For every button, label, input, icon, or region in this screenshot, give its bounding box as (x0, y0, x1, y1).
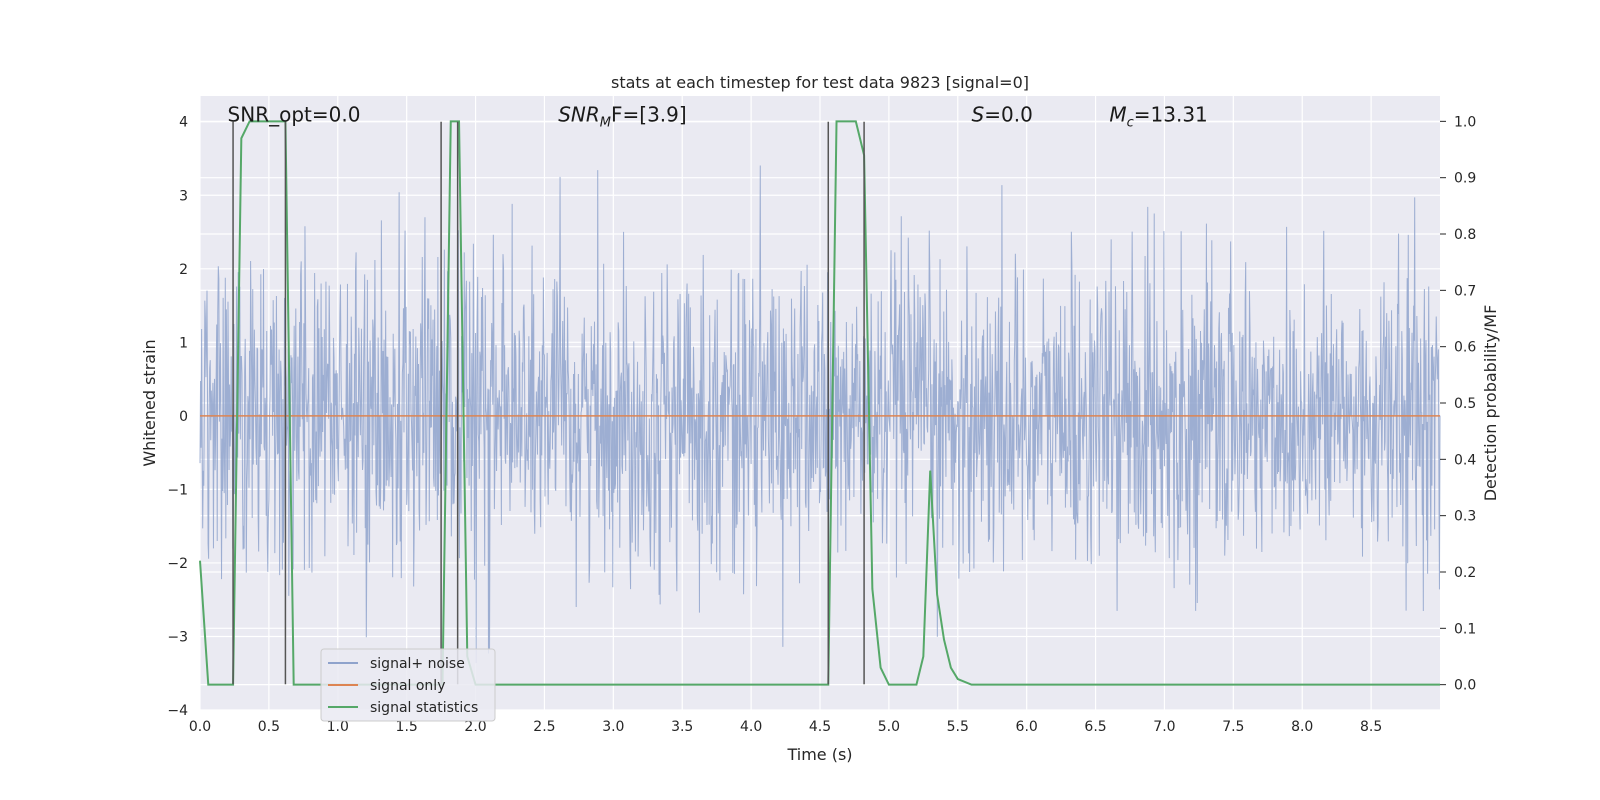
y-tick-label: 3 (179, 188, 188, 204)
annotation-snr-opt: SNR_opt=0.0 (228, 103, 361, 127)
annotation-s-value: S=0.0 (972, 103, 1033, 127)
annotations: SNR_opt=0.0 SNRMF=[3.9] S=0.0 Mc=13.31 (228, 103, 1208, 131)
x-axis-title: Time (s) (786, 745, 852, 764)
x-tick-label: 8.5 (1360, 719, 1382, 735)
legend-label-noise: signal+ noise (370, 656, 465, 672)
x-tick-label: 2.0 (464, 719, 486, 735)
legend-box (320, 648, 496, 722)
x-tick-label: 4.5 (809, 719, 831, 735)
marker-lines (232, 121, 865, 685)
y-tick-label: −3 (167, 629, 188, 645)
x-tick-label: 5.0 (878, 719, 900, 735)
x-tick-label: 8.0 (1291, 719, 1313, 735)
y-tick-label: 4 (179, 115, 188, 131)
y2-tick-label: 0.4 (1454, 452, 1476, 468)
series-signal-noise (199, 165, 1441, 664)
tick-labels: 0.0 0.5 1.0 1.5 2.0 2.5 3.0 3.5 4.0 4.5 5.0 5.5 6.0 6… (167, 114, 1476, 735)
y-axis-title: Whitened strain (140, 339, 159, 466)
x-tick-label: 6.0 (1016, 719, 1038, 735)
x-tick-label: 3.5 (671, 719, 693, 735)
y2-tick-label: 0.8 (1454, 227, 1476, 243)
x-tick-label: 1.0 (327, 719, 349, 735)
x-tick-label: 1.5 (396, 719, 418, 735)
grid (199, 96, 1440, 711)
noise-series (199, 165, 1441, 664)
legend-label-signal: signal only (370, 678, 445, 694)
y2-tick-label: 0.5 (1454, 396, 1476, 412)
x-tick-label: 0.0 (189, 719, 211, 735)
y-tick-label: −4 (167, 703, 188, 719)
x-tick-label: 3.0 (602, 719, 624, 735)
legend: signal+ noise signal only signal statist… (320, 648, 496, 722)
y-tick-label: 2 (179, 262, 188, 278)
y-tick-label: 0 (179, 409, 188, 425)
annotation-snr-mf: SNRMF=[3.9] (558, 103, 686, 131)
y2-tick-label: 0.6 (1454, 340, 1476, 356)
y2-tick-label: 0.9 (1454, 171, 1476, 187)
x-tick-label: 0.5 (258, 719, 280, 735)
y2-tick-label: 1.0 (1454, 114, 1476, 130)
y2-tick-label: 0.1 (1454, 621, 1476, 637)
x-tick-label: 5.5 (947, 719, 969, 735)
y2-tick-label: 0.7 (1454, 283, 1476, 299)
y2-axis-title: Detection probability/MF (1481, 305, 1500, 502)
y-tick-label: −1 (167, 482, 188, 498)
x-tick-label: 7.5 (1222, 719, 1244, 735)
x-tick-label: 2.5 (533, 719, 555, 735)
x-tick-label: 7.0 (1153, 719, 1175, 735)
x-tick-label: 4.0 (740, 719, 762, 735)
annotation-mc-value: Mc=13.31 (1109, 103, 1207, 131)
y2-tick-label: 0.0 (1454, 678, 1476, 694)
y-tick-label: 1 (179, 335, 188, 351)
y-tick-label: −2 (167, 556, 188, 572)
x-tick-label: 6.5 (1084, 719, 1106, 735)
chart-title: stats at each timestep for test data 982… (611, 73, 1029, 92)
series-signal-statistics (199, 120, 1440, 686)
y2-tick-label: 0.3 (1454, 509, 1476, 525)
y2-tick-label: 0.2 (1454, 565, 1476, 581)
line-series (199, 120, 1440, 686)
legend-label-statistics: signal statistics (370, 700, 478, 716)
